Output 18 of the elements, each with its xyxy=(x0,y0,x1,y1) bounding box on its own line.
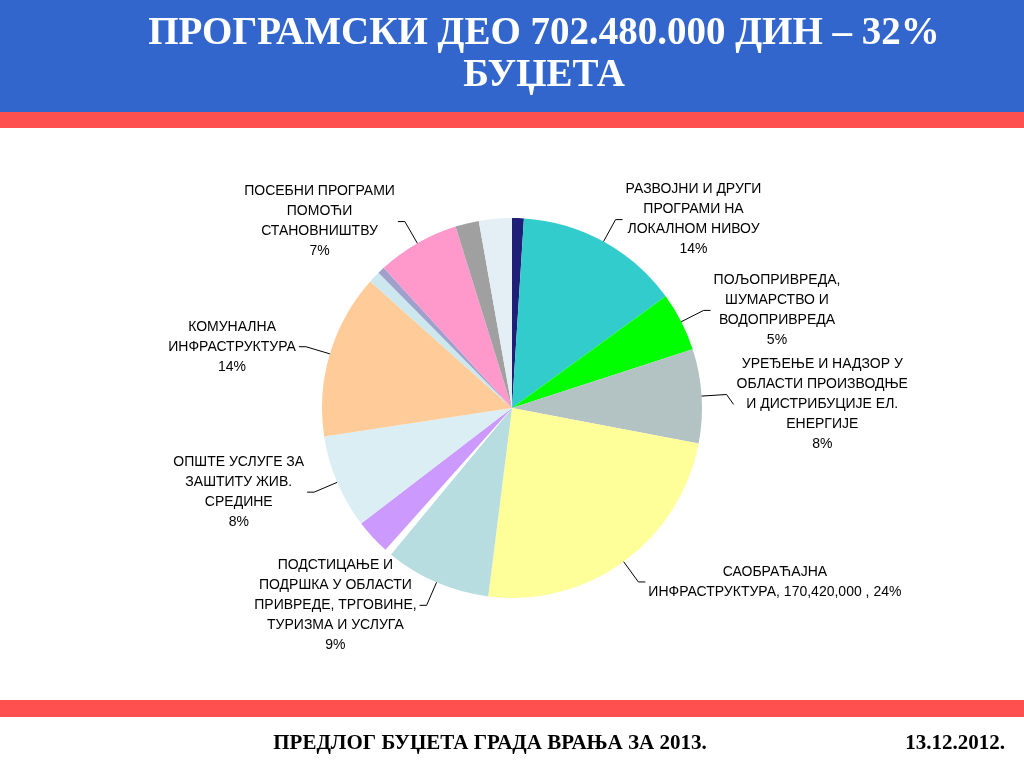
slice-label: УРЕЂЕЊЕ И НАДЗОР У ОБЛАСТИ ПРОИЗВОДЊЕ И ДИСТРИБУЦИЈЕ ЕЛ. ЕНЕРГИЈЕ xyxy=(736,355,908,432)
data-label: 14% xyxy=(679,240,708,257)
data-label: 9% xyxy=(325,636,346,653)
slice-label: ОПШТЕ УСЛУГЕ ЗА ЗАШТИТУ ЖИВ. СРЕДИНЕ xyxy=(173,453,305,509)
data-label: 5% xyxy=(766,331,788,348)
slice-label: КОМУНАЛНА ИНФРАСТРУКТУРА xyxy=(168,317,297,354)
text: 13.12.2012. xyxy=(905,730,1005,755)
slice-label: ПОЉОПРИВРЕДА, ШУМАРСТВО И ВОДОПРИВРЕДА xyxy=(713,271,841,328)
slice-label: ПОСЕБНИ ПРОГРАМИ ПОМОЋИ СТАНОВНИШТВУ xyxy=(244,182,395,239)
data-label: 8% xyxy=(228,513,249,529)
data-label: 7% xyxy=(309,242,330,259)
text: ПРЕДЛОГ БУЏЕТА ГРАДА ВРАЊА ЗА 2013. xyxy=(272,730,708,755)
data-label: 14% xyxy=(218,357,247,374)
slice-label: РАЗВОЈНИ И ДРУГИ ПРОГРАМИ НА ЛОКАЛНОМ НИВОУ xyxy=(625,180,762,237)
slice-label: ПОДСТИЦАЊЕ И ПОДРШКА У ОБЛАСТИ ПРИВРЕДЕ, ТРГОВИНЕ, ТУРИЗМА И УСЛУГА xyxy=(254,556,417,633)
data-label: 8% xyxy=(812,435,833,452)
slice-label: САОБРАЋАЈНА ИНФРАСТРУКТУРА, 170,420,000 , 24% xyxy=(648,562,902,599)
chart-title: ПРОГРАМСКИ ДЕО 702.480.000 ДИН – 32% БУЏЕТА xyxy=(147,9,941,94)
